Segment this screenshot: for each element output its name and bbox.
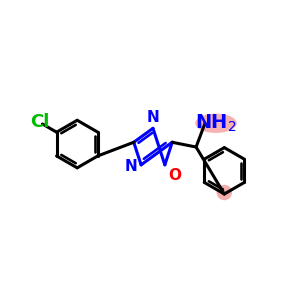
Text: N: N <box>125 159 137 174</box>
Text: N: N <box>147 110 159 125</box>
Ellipse shape <box>195 114 237 133</box>
Text: Cl: Cl <box>30 113 49 131</box>
Ellipse shape <box>217 185 232 200</box>
Text: O: O <box>168 168 181 183</box>
Text: NH$_2$: NH$_2$ <box>195 112 237 134</box>
